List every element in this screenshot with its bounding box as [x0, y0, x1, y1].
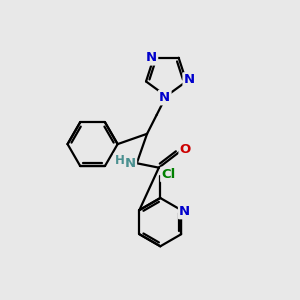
Text: N: N [159, 91, 170, 104]
Text: N: N [179, 205, 190, 218]
Text: O: O [180, 142, 191, 156]
Text: N: N [125, 157, 136, 170]
Text: Cl: Cl [161, 168, 176, 181]
Text: N: N [184, 74, 195, 86]
Text: N: N [146, 51, 157, 64]
Text: H: H [115, 154, 124, 167]
